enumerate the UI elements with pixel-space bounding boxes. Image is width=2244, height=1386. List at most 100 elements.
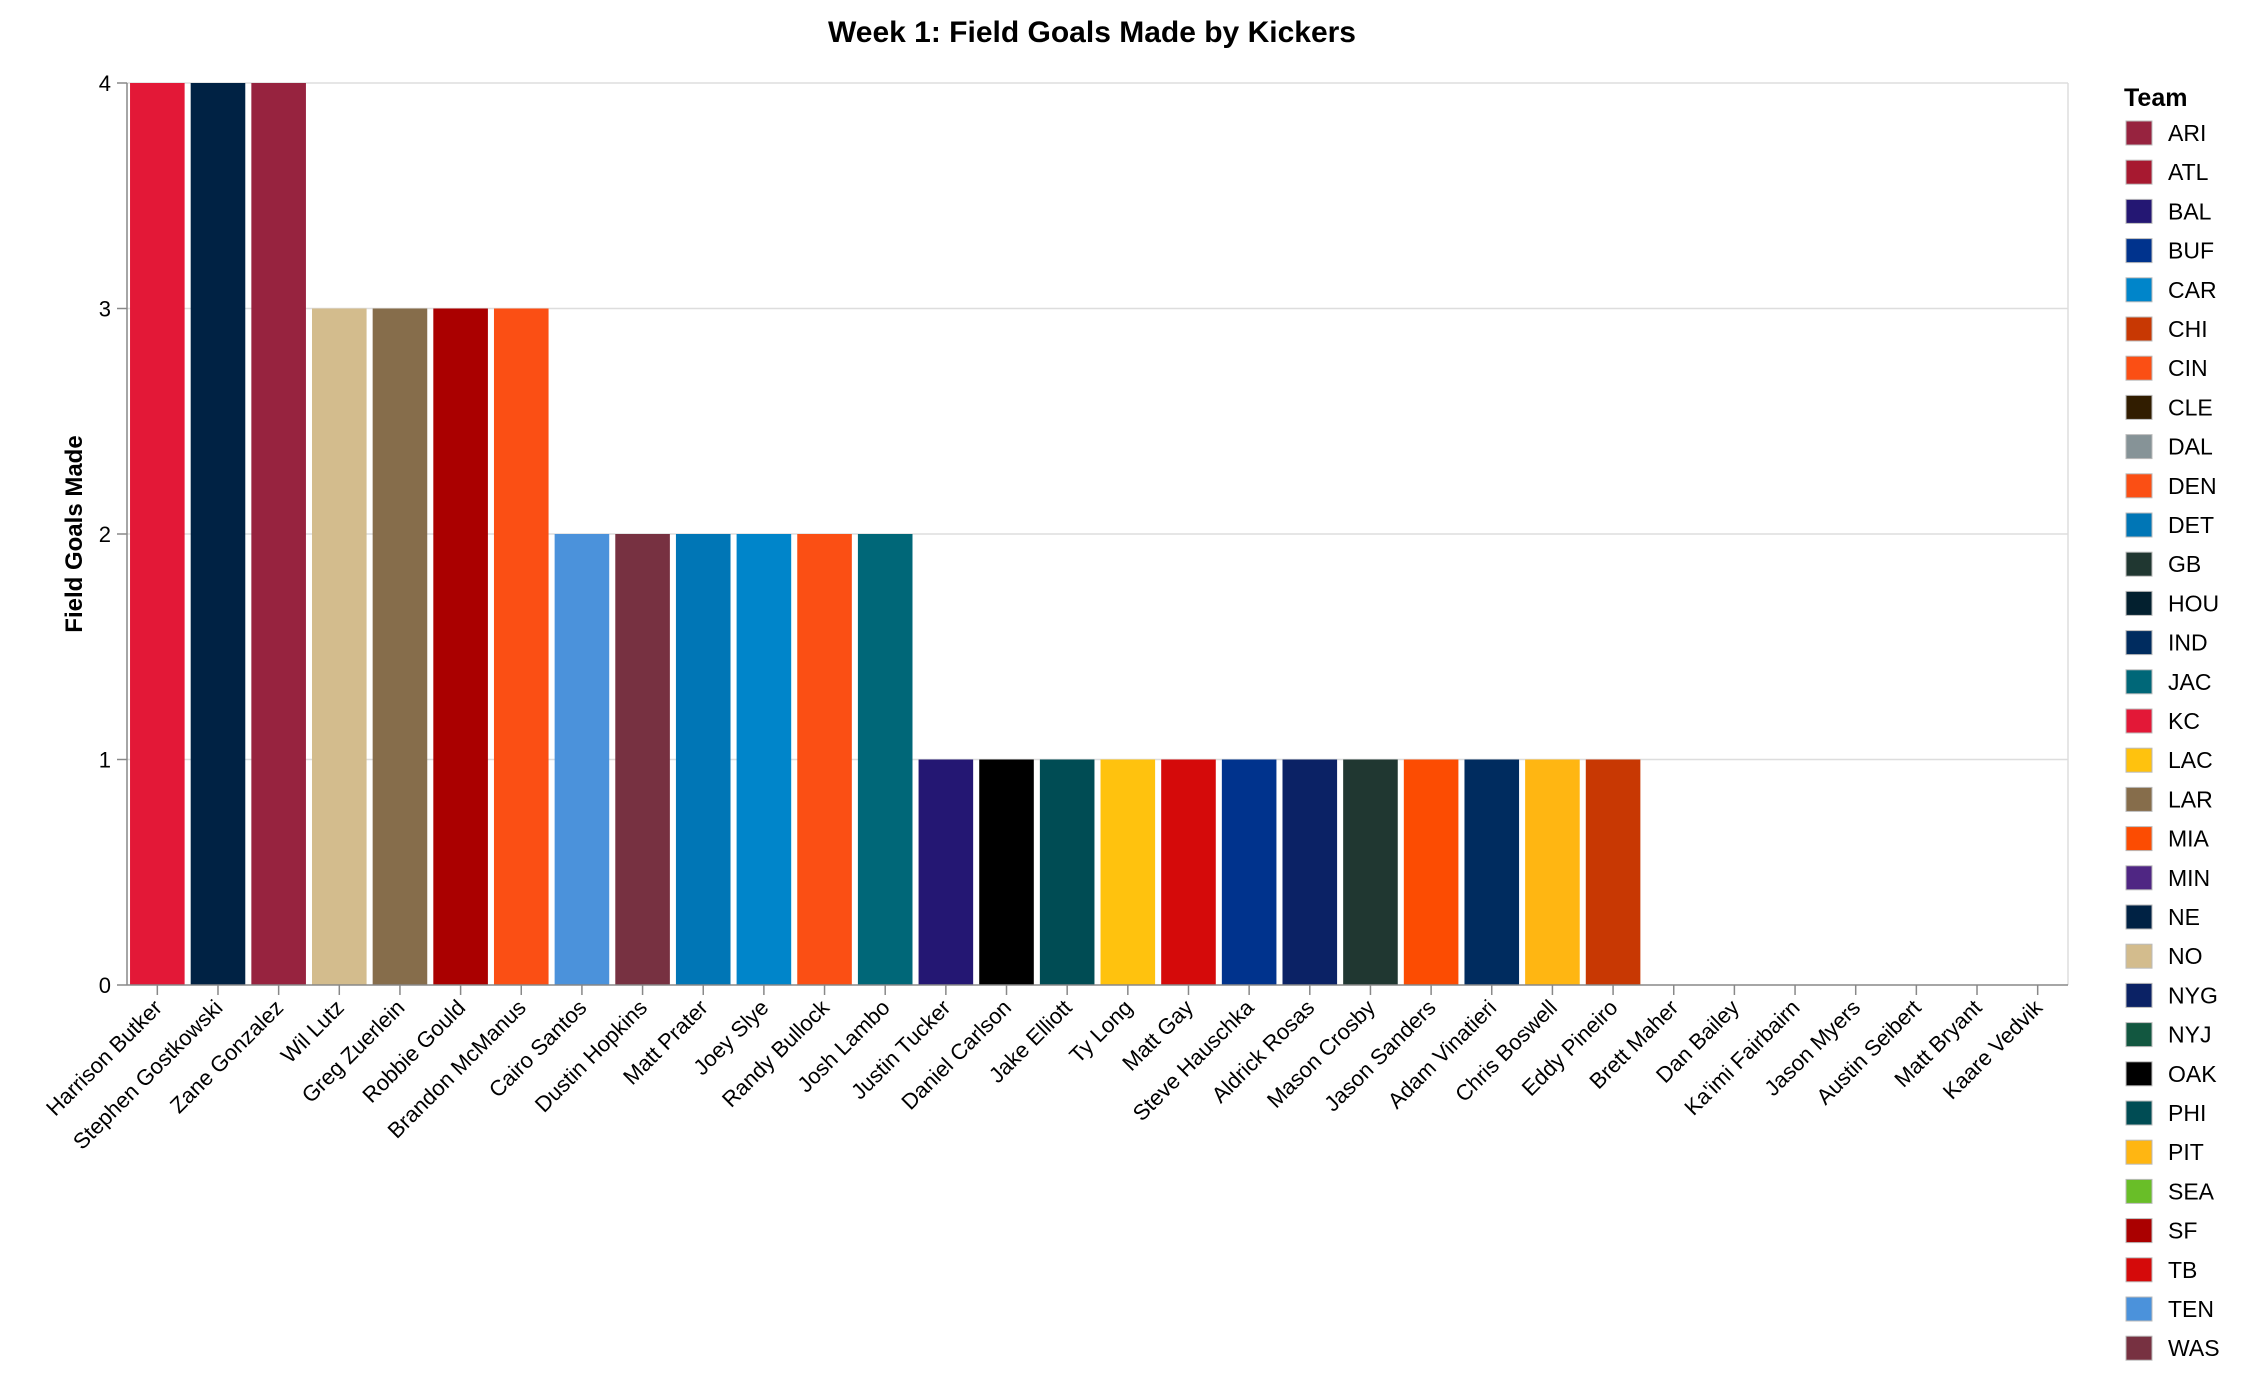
legend-label: NE bbox=[2168, 904, 2200, 930]
legend-title: Team bbox=[2124, 84, 2187, 112]
legend-swatch bbox=[2125, 708, 2153, 734]
y-tick-label: 0 bbox=[99, 973, 111, 998]
bar bbox=[190, 83, 246, 985]
legend-label: ATL bbox=[2168, 159, 2209, 185]
y-ticks: 0 1 2 3 4 bbox=[99, 71, 127, 998]
legend-swatch bbox=[2125, 943, 2153, 969]
legend-label: PIT bbox=[2168, 1139, 2204, 1165]
legend-label: LAR bbox=[2168, 786, 2213, 812]
legend-swatch bbox=[2125, 159, 2153, 185]
legend-label: SF bbox=[2168, 1218, 2197, 1244]
legend-label: BAL bbox=[2168, 198, 2212, 224]
legend-swatch bbox=[2125, 865, 2153, 891]
legend-swatch bbox=[2125, 786, 2153, 812]
bar bbox=[1464, 759, 1520, 985]
y-tick-label: 1 bbox=[99, 748, 111, 773]
legend-swatch bbox=[2125, 120, 2153, 146]
legend-swatch bbox=[2125, 904, 2153, 930]
legend-label: GB bbox=[2168, 551, 2201, 577]
legend-label: JAC bbox=[2168, 669, 2211, 695]
legend-swatch bbox=[2125, 473, 2153, 499]
bar bbox=[615, 534, 670, 985]
bar bbox=[1343, 759, 1398, 985]
legend-swatch bbox=[2125, 1022, 2153, 1048]
legend-swatch bbox=[2125, 1218, 2153, 1244]
legend: Team ARI ATL BAL BUF CAR CHI CIN CLE DAL DEN DET GB… bbox=[2124, 84, 2220, 1361]
bar bbox=[918, 759, 974, 985]
legend-label: DAL bbox=[2168, 434, 2213, 460]
legend-label: BUF bbox=[2168, 238, 2214, 264]
legend-swatch bbox=[2125, 551, 2153, 577]
bar bbox=[372, 308, 428, 985]
legend-label: KC bbox=[2168, 708, 2200, 734]
bars bbox=[130, 83, 1641, 985]
bar bbox=[857, 534, 913, 985]
bar bbox=[1221, 759, 1277, 985]
legend-swatch bbox=[2125, 747, 2153, 773]
x-tick-label: Randy Bullock bbox=[717, 994, 835, 1112]
bar bbox=[1525, 759, 1580, 985]
bar bbox=[1585, 759, 1641, 985]
legend-swatch bbox=[2125, 1335, 2153, 1361]
bar bbox=[675, 534, 731, 985]
bar bbox=[1039, 759, 1095, 985]
legend-label: NYG bbox=[2168, 982, 2218, 1008]
legend-swatch bbox=[2125, 512, 2153, 538]
y-tick-label: 4 bbox=[99, 71, 111, 96]
legend-swatch bbox=[2125, 826, 2153, 852]
legend-label: NYJ bbox=[2168, 1022, 2211, 1048]
legend-label: MIN bbox=[2168, 865, 2210, 891]
bar bbox=[1161, 759, 1216, 985]
legend-label: DET bbox=[2168, 512, 2214, 538]
legend-swatch bbox=[2125, 630, 2153, 656]
legend-swatch bbox=[2125, 277, 2153, 303]
legend-label: SEA bbox=[2168, 1178, 2215, 1204]
legend-swatch bbox=[2125, 238, 2153, 264]
x-tick-label: Austin Seibert bbox=[1811, 995, 1926, 1110]
legend-swatch bbox=[2125, 982, 2153, 1008]
bar bbox=[979, 759, 1034, 985]
bar bbox=[1282, 759, 1338, 985]
legend-label: TEN bbox=[2168, 1296, 2214, 1322]
legend-label: OAK bbox=[2168, 1061, 2217, 1087]
legend-label: WAS bbox=[2168, 1335, 2220, 1361]
x-tick-label: Mason Crosby bbox=[1262, 995, 1380, 1113]
legend-swatch bbox=[2125, 1178, 2153, 1204]
legend-label: CAR bbox=[2168, 277, 2217, 303]
legend-swatch bbox=[2125, 1139, 2153, 1165]
bar bbox=[736, 534, 792, 985]
legend-label: TB bbox=[2168, 1257, 2197, 1283]
bar bbox=[130, 83, 185, 985]
legend-swatch bbox=[2125, 1296, 2153, 1322]
legend-label: LAC bbox=[2168, 747, 2213, 773]
legend-label: NO bbox=[2168, 943, 2203, 969]
legend-label: ARI bbox=[2168, 120, 2206, 146]
x-tick-label: Adam Vinatieri bbox=[1383, 995, 1502, 1114]
legend-label: HOU bbox=[2168, 590, 2219, 616]
y-tick-label: 2 bbox=[99, 522, 111, 547]
legend-label: MIA bbox=[2168, 826, 2210, 852]
legend-label: CHI bbox=[2168, 316, 2208, 342]
legend-label: IND bbox=[2168, 630, 2208, 656]
legend-swatch bbox=[2125, 394, 2153, 420]
legend-label: PHI bbox=[2168, 1100, 2206, 1126]
legend-swatch bbox=[2125, 1257, 2153, 1283]
bar bbox=[433, 308, 488, 985]
bar bbox=[312, 308, 367, 985]
bar bbox=[554, 534, 610, 985]
legend-label: DEN bbox=[2168, 473, 2217, 499]
legend-swatch bbox=[2125, 590, 2153, 616]
legend-swatch bbox=[2125, 434, 2153, 460]
legend-label: CLE bbox=[2168, 394, 2213, 420]
legend-swatch bbox=[2125, 1061, 2153, 1087]
legend-swatch bbox=[2125, 669, 2153, 695]
bar bbox=[1403, 759, 1459, 985]
bar bbox=[1100, 759, 1156, 985]
legend-swatch bbox=[2125, 355, 2153, 381]
legend-swatch bbox=[2125, 198, 2153, 224]
y-tick-label: 3 bbox=[99, 297, 111, 322]
y-axis-title: Field Goals Made bbox=[61, 435, 88, 632]
legend-swatch bbox=[2125, 1100, 2153, 1126]
